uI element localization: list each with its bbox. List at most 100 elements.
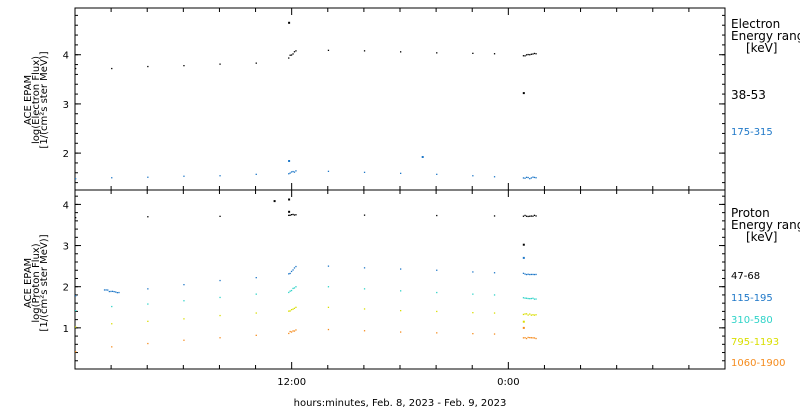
data-point-38-53 (288, 57, 290, 59)
data-point-38-53 (524, 55, 526, 57)
data-point-795-1193 (327, 306, 330, 308)
data-point-115-195 (289, 272, 291, 275)
data-point-310-580 (529, 298, 531, 300)
data-point-310-580 (111, 305, 113, 308)
data-point-38-53 (111, 67, 113, 70)
data-point-1060-1900 (293, 330, 296, 332)
data-point-795-1193 (400, 310, 402, 312)
data-point-795-1193 (529, 313, 531, 315)
data-point-310-580 (295, 286, 297, 288)
data-point-310-580 (532, 297, 534, 299)
data-point-38-53 (289, 54, 291, 56)
data-point-115-195 (183, 284, 185, 286)
data-point-175-315 (533, 176, 536, 179)
data-point-175-315 (522, 177, 525, 179)
data-point-1060-1900 (288, 332, 290, 335)
data-point-1060-1900 (472, 333, 474, 335)
x-tick-label: 0:00 (497, 377, 519, 388)
data-point-47-68 (532, 215, 534, 217)
data-point-795-1193 (527, 314, 529, 316)
proton-legend-title-2: Energy range (731, 218, 800, 232)
data-point-115-195 (530, 273, 532, 276)
data-point-115-195 (116, 292, 118, 294)
data-point-115-195 (113, 291, 115, 293)
data-point-47-68 (522, 215, 525, 217)
data-point-310-580 (436, 291, 438, 294)
data-point-175-315 (290, 171, 293, 173)
data-point-795-1193 (290, 309, 293, 311)
proton-legend-title-3: [keV] (746, 230, 777, 244)
data-point-175-315 (289, 172, 291, 174)
legend-entry-175-315: 175-315 (731, 127, 773, 138)
legend-entry-47-68: 47-68 (731, 271, 760, 282)
outlier-point-38-53 (288, 21, 291, 24)
data-point-115-195 (400, 268, 402, 270)
y-tick-label: 1 (63, 324, 69, 335)
data-point-115-195 (105, 289, 107, 291)
data-point-310-580 (288, 291, 290, 294)
electron-legend-title-3: [keV] (746, 41, 777, 55)
data-point-795-1193 (363, 308, 366, 310)
data-point-115-195 (255, 277, 257, 279)
data-point-47-68 (524, 214, 526, 217)
data-point-175-315 (527, 176, 529, 179)
data-point-310-580 (400, 290, 402, 292)
data-point-795-1193 (530, 314, 532, 316)
data-point-38-53 (436, 52, 438, 54)
legend-entry-38-53: 38-53 (731, 88, 766, 102)
data-point-115-195 (493, 272, 496, 274)
data-point-1060-1900 (327, 328, 330, 331)
electron-ylabel-line2: log(Electron Flux) (31, 56, 42, 144)
outlier-point-47-68 (288, 210, 291, 213)
data-point-38-53 (529, 54, 531, 56)
data-point-38-53 (527, 53, 529, 56)
data-point-175-315 (529, 178, 531, 180)
data-point-795-1193 (472, 312, 474, 314)
data-point-47-68 (363, 214, 366, 216)
data-point-310-580 (493, 294, 496, 296)
data-point-310-580 (530, 297, 532, 300)
electron-ylabel-line3: [1/(cm²s ster MeV)] (39, 51, 50, 148)
data-point-47-68 (292, 213, 294, 216)
data-point-115-195 (293, 267, 296, 269)
data-point-115-195 (535, 273, 537, 276)
data-point-795-1193 (532, 314, 534, 316)
data-point-38-53 (535, 53, 537, 55)
data-point-1060-1900 (289, 330, 291, 333)
data-point-175-315 (293, 171, 296, 173)
proton-ylabel-line2: log(Proton Flux) (31, 243, 42, 322)
data-point-115-195 (532, 273, 534, 276)
data-point-795-1193 (289, 310, 291, 312)
data-point-47-68 (75, 217, 77, 219)
outlier-point-175-315 (421, 156, 424, 158)
data-point-175-315 (288, 173, 290, 175)
data-point-115-195 (525, 273, 528, 276)
outlier-point-47-68 (288, 198, 291, 201)
data-point-115-195 (107, 289, 109, 291)
data-point-310-580 (290, 289, 293, 292)
data-point-1060-1900 (522, 337, 525, 339)
data-point-1060-1900 (524, 337, 526, 339)
data-point-115-195 (529, 273, 531, 276)
data-point-38-53 (295, 50, 297, 52)
data-point-47-68 (295, 214, 297, 216)
outlier-point-1060-1900 (522, 326, 525, 329)
data-point-795-1193 (436, 310, 438, 313)
data-point-47-68 (436, 214, 438, 217)
data-point-795-1193 (147, 320, 149, 322)
data-point-38-53 (75, 67, 77, 70)
data-point-115-195 (527, 273, 529, 275)
data-point-310-580 (289, 290, 291, 292)
data-point-175-315 (75, 178, 77, 180)
y-tick-label: 3 (63, 100, 69, 111)
data-point-310-580 (533, 298, 536, 300)
data-point-795-1193 (111, 323, 113, 325)
data-point-115-195 (103, 289, 106, 291)
data-point-38-53 (400, 51, 402, 53)
electron-ylabel-line1: ACE EPAM (23, 75, 34, 125)
data-point-175-315 (147, 176, 149, 178)
data-point-310-580 (525, 297, 528, 299)
data-point-115-195 (363, 267, 366, 269)
data-point-1060-1900 (183, 339, 185, 341)
